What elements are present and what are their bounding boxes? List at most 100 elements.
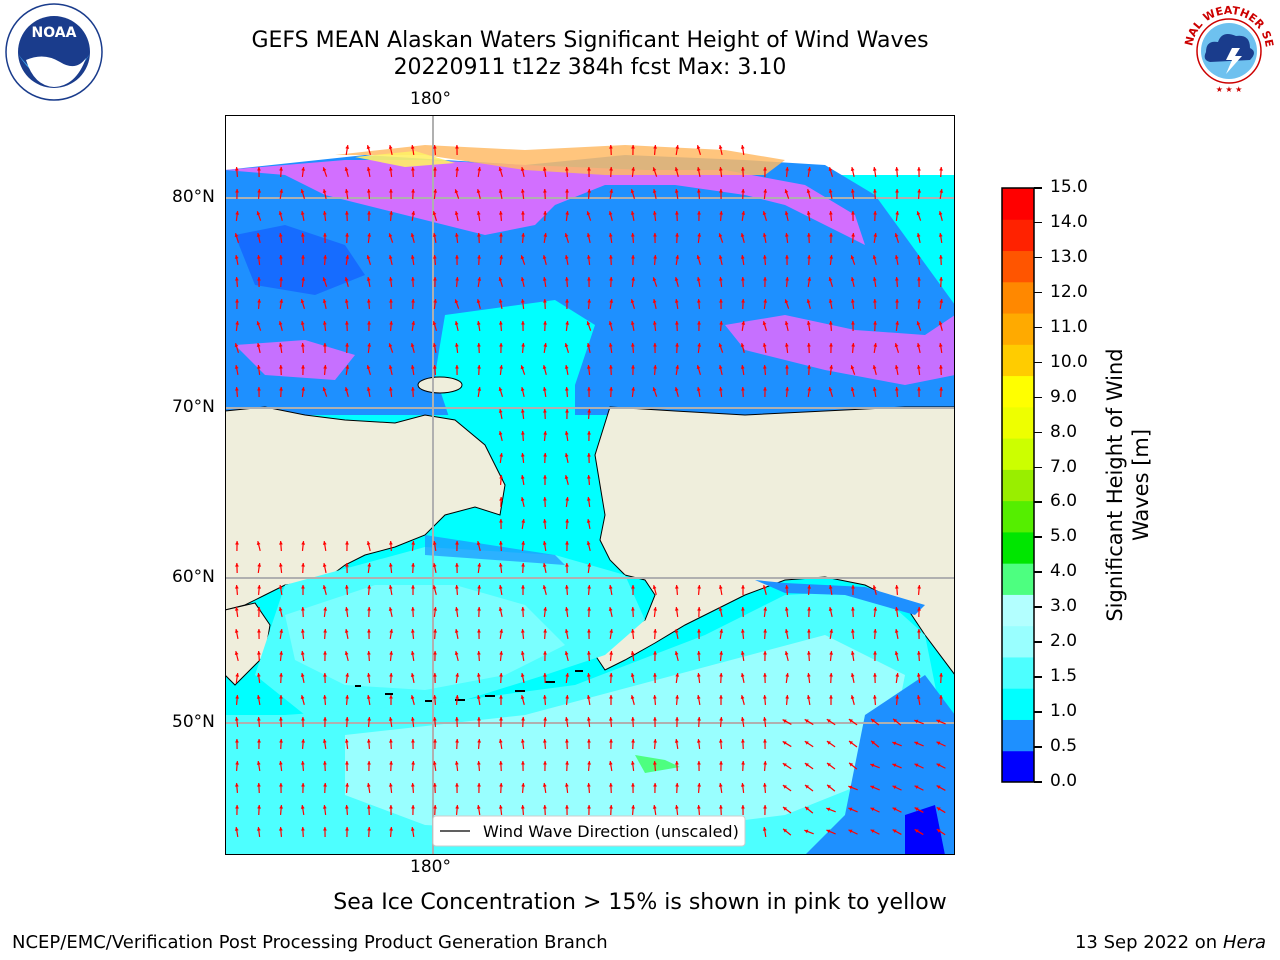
wind-arrow-head — [828, 607, 833, 611]
wind-arrow-head — [829, 343, 833, 347]
wind-arrow-head — [741, 739, 745, 743]
nws-logo: NATIONAL WEATHER SERVICE ★ ★ ★ — [1180, 2, 1276, 97]
wind-arrow-head — [586, 541, 591, 546]
wind-arrow-head — [432, 761, 437, 765]
wind-arrow-head — [542, 783, 547, 787]
wind-arrow-head — [848, 807, 853, 812]
wind-arrow-head — [521, 233, 526, 237]
wind-arrow-head — [631, 585, 635, 589]
wind-arrow-head — [477, 717, 481, 721]
wind-arrow-head — [631, 255, 635, 259]
wind-arrow-head — [345, 673, 350, 677]
wind-arrow-head — [804, 741, 809, 745]
wind-arrow-head — [674, 277, 679, 282]
wind-arrow-head — [674, 739, 679, 743]
wind-arrow-head — [827, 762, 831, 767]
wind-arrow-head — [631, 717, 635, 721]
wind-arrow-head — [411, 189, 415, 193]
wind-arrow-head — [697, 233, 702, 237]
wind-arrow-head — [234, 255, 239, 259]
colorbar-segment — [1002, 469, 1034, 502]
lat-label-80: 80°N — [172, 187, 215, 207]
colorbar-segment — [1002, 313, 1034, 345]
wind-direction-arrows — [234, 144, 946, 838]
wind-arrow-head — [586, 321, 591, 326]
wind-arrow-head — [521, 585, 525, 589]
wind-arrow-head — [476, 321, 481, 325]
wind-arrow-head — [828, 299, 833, 303]
wind-arrow-head — [366, 299, 371, 303]
colorbar-tick-label: 0.5 — [1050, 736, 1078, 757]
wind-arrow-head — [939, 277, 943, 281]
wind-arrow-head — [586, 233, 591, 237]
wind-arrow-head — [411, 563, 415, 567]
colorbar-tick-label: 3.0 — [1050, 596, 1078, 617]
footer-date: 13 Sep 2022 on Hera — [1075, 932, 1266, 953]
wind-arrow-head — [476, 541, 481, 546]
colorbar-tick-label: 4.0 — [1050, 561, 1078, 582]
wind-arrow-head — [433, 673, 437, 677]
wind-arrow-head — [366, 167, 371, 171]
wind-arrow-head — [630, 673, 635, 677]
title-line-2: 20220911 t12z 384h fcst Max: 3.10 — [393, 55, 787, 80]
wind-arrow-head — [410, 145, 415, 149]
wind-arrow-head — [344, 805, 349, 809]
wind-arrow-head — [740, 651, 745, 655]
wind-arrow-head — [609, 695, 613, 699]
wind-arrow-head — [939, 695, 943, 699]
wind-arrow-head — [498, 277, 503, 282]
wind-arrow-head — [917, 299, 922, 303]
wind-arrow-head — [345, 827, 349, 831]
wind-arrow-head — [411, 739, 415, 743]
wind-arrow-head — [696, 299, 701, 303]
wind-arrow-head — [499, 783, 503, 787]
wind-arrow-head — [542, 167, 547, 171]
noaa-logo: NOAA — [5, 3, 103, 101]
wind-arrow-head — [719, 695, 723, 699]
wind-arrow-head — [871, 740, 876, 745]
wind-arrow-head — [542, 387, 547, 391]
colorbar-tick-label: 5.0 — [1050, 526, 1078, 547]
wind-arrow-head — [565, 805, 569, 809]
wind-arrow-head — [674, 299, 679, 303]
wind-arrow-head — [674, 189, 679, 193]
wind-arrow-head — [807, 629, 811, 633]
wind-arrow-head — [410, 343, 415, 348]
wind-arrow-head — [850, 299, 855, 303]
wind-arrow-head — [783, 828, 788, 833]
wind-arrow-head — [235, 321, 240, 325]
wind-arrow-head — [871, 718, 875, 723]
wind-arrow-head — [345, 343, 349, 347]
wind-arrow-head — [851, 343, 856, 347]
colorbar-tick-mark — [1034, 641, 1042, 643]
map-panel: Wind Wave Direction (unscaled) — [225, 115, 955, 855]
wind-arrow-head — [410, 717, 415, 721]
wind-arrow-head — [543, 321, 547, 325]
wind-arrow-head — [653, 607, 658, 611]
wind-arrow-head — [718, 343, 723, 348]
wind-arrow-head — [936, 719, 941, 724]
wind-arrow-head — [432, 233, 437, 237]
wind-arrow-head — [565, 497, 570, 501]
wind-arrow-head — [828, 167, 833, 172]
wind-arrow-head — [256, 717, 261, 721]
wind-arrow-head — [256, 673, 261, 677]
wind-arrow-head — [740, 783, 745, 787]
wind-arrow-head — [323, 365, 328, 369]
wind-arrow-head — [454, 211, 459, 215]
wind-arrow-head — [279, 189, 284, 193]
wind-arrow-head — [675, 673, 680, 677]
wind-arrow-head — [719, 189, 723, 193]
wind-arrow-head — [323, 673, 327, 677]
wind-arrow-head — [300, 321, 305, 325]
wind-arrow-head — [763, 761, 768, 765]
wind-arrow-head — [564, 453, 569, 457]
wind-arrow-head — [631, 783, 635, 787]
wind-arrow-head — [366, 651, 371, 655]
wind-arrow-head — [411, 541, 416, 545]
wind-arrow-head — [367, 827, 371, 831]
wind-arrow-head — [587, 585, 592, 589]
chukchi-sea — [435, 300, 595, 555]
wind-arrow-head — [477, 629, 481, 633]
wind-arrow-head — [234, 607, 239, 611]
